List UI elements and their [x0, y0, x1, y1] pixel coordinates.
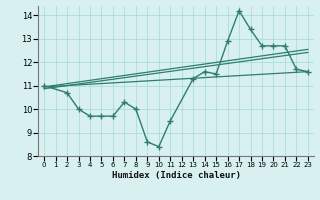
X-axis label: Humidex (Indice chaleur): Humidex (Indice chaleur)	[111, 171, 241, 180]
